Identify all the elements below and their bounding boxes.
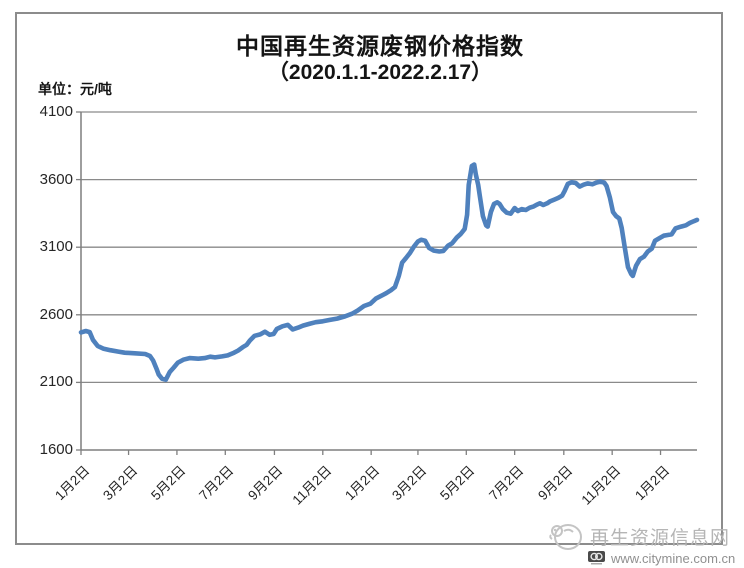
watermark-site-url: www.citymine.com.cn bbox=[611, 550, 736, 566]
y-axis-label: 3100 bbox=[39, 238, 73, 256]
chart-subtitle: （2020.1.1-2022.2.17） bbox=[267, 61, 493, 84]
citymine-logo-icon bbox=[588, 551, 605, 565]
y-axis-label: 1600 bbox=[39, 441, 73, 458]
y-axis-label: 2100 bbox=[39, 373, 73, 391]
y-axis-label: 4100 bbox=[39, 103, 73, 120]
plot-area bbox=[76, 111, 700, 455]
y-axis-label: 2600 bbox=[39, 305, 73, 323]
citymine-mascot-icon bbox=[549, 524, 582, 550]
watermark-row: 再生资源信息网 bbox=[548, 520, 730, 552]
price-line-series bbox=[78, 162, 700, 383]
unit-label: 单位：元/吨 bbox=[38, 81, 112, 97]
chart-title: 中国再生资源废钢价格指数 bbox=[236, 33, 524, 59]
price-line-chart bbox=[76, 111, 700, 455]
chart-frame bbox=[15, 12, 723, 545]
y-axis-label: 3600 bbox=[39, 170, 73, 188]
watermark-url-row: www.citymine.com.cn bbox=[588, 550, 735, 566]
watermark-site-name: 再生资源信息网 bbox=[590, 527, 731, 549]
